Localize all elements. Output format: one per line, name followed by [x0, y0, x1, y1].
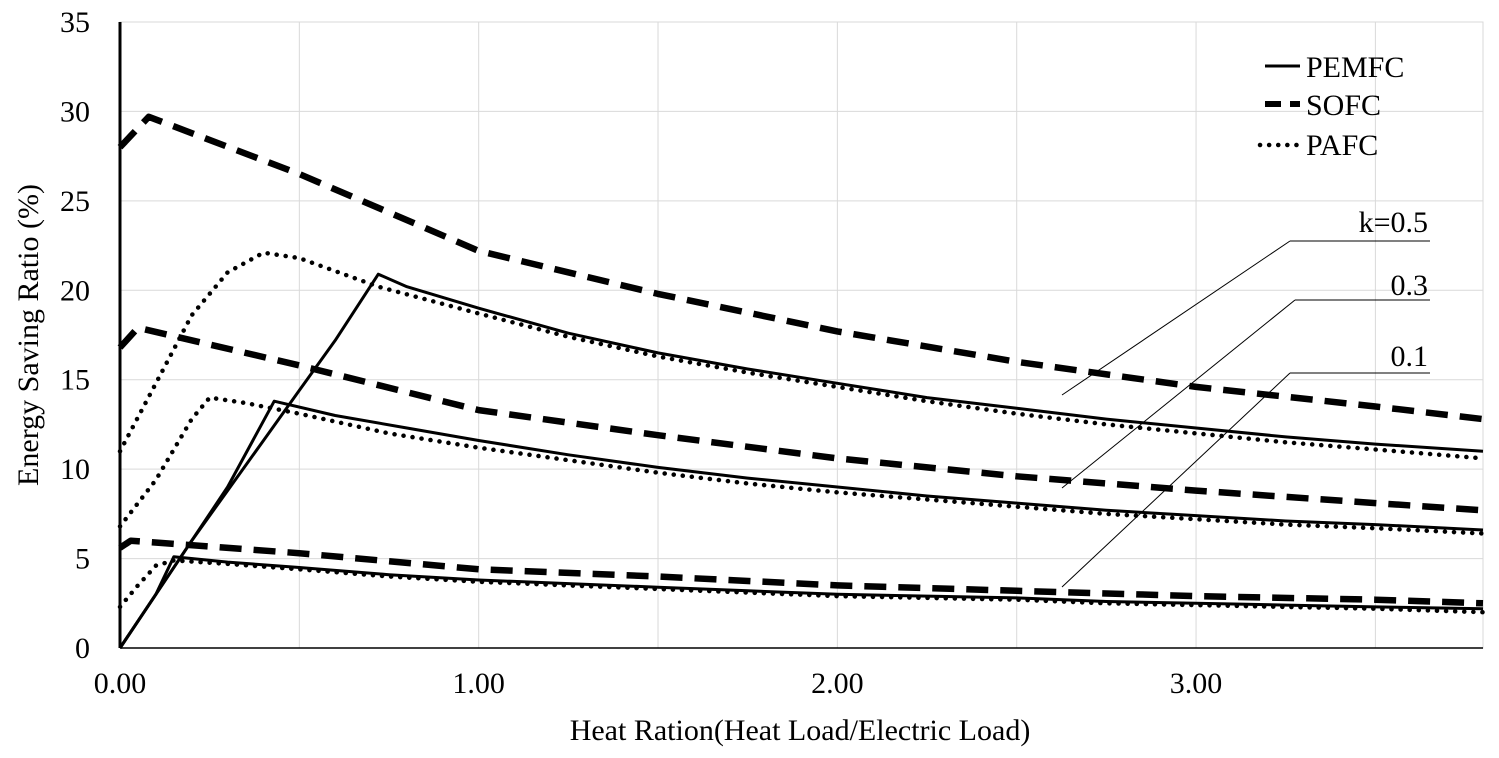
y-tick-label: 25 [60, 185, 90, 218]
k-label-0-5: k=0.5 [1359, 206, 1428, 239]
y-tick-label: 20 [60, 274, 90, 307]
series-line-pemfc-k0-1 [118, 555, 1484, 649]
series-line-pemfc-k0-5 [118, 272, 1484, 649]
axes: 0 5 10 15 20 25 30 35 0.00 1.00 2.00 3.00 [60, 6, 1483, 700]
y-tick-label: 10 [60, 453, 90, 486]
x-axis-title: Heat Ration(Heat Load/Electric Load) [570, 714, 1031, 747]
y-tick-label: 0 [75, 632, 90, 665]
series-line-pafc-k0-5 [117, 250, 1486, 461]
legend-label-sofc: SOFC [1306, 89, 1381, 122]
x-tick-label: 1.00 [452, 667, 505, 700]
series-line-pafc-k0-1 [117, 558, 1486, 615]
y-tick-label: 5 [75, 543, 90, 576]
k-leader-lines [1061, 240, 1430, 588]
series-group [117, 113, 1486, 649]
legend-label-pemfc: PEMFC [1306, 51, 1404, 84]
leader-pointer-k-0-1 [1061, 372, 1291, 588]
series-line-sofc-k0-3 [117, 324, 1484, 514]
series-line-pafc-k0-3 [117, 395, 1486, 536]
y-tick-label: 30 [60, 95, 90, 128]
x-tick-label: 2.00 [811, 667, 864, 700]
k-label-0-1: 0.1 [1391, 340, 1429, 373]
series-line-pemfc-k0-3 [118, 399, 1484, 649]
x-tick-label: 3.00 [1170, 667, 1223, 700]
y-axis-title: Energy Saving Ratio (%) [12, 184, 45, 486]
y-tick-label: 15 [60, 364, 90, 397]
y-tick-label: 35 [60, 6, 90, 39]
series-line-sofc-k0-1 [118, 537, 1484, 607]
series-line-sofc-k0-5 [117, 113, 1484, 423]
legend: PEMFC SOFC PAFC [1257, 51, 1404, 162]
x-tick-label: 0.00 [94, 667, 147, 700]
leader-pointer-k-0-3 [1061, 299, 1296, 489]
legend-label-pafc: PAFC [1306, 129, 1378, 162]
leader-pointer-k-0-5 [1061, 240, 1291, 396]
k-label-0-3: 0.3 [1391, 269, 1429, 302]
